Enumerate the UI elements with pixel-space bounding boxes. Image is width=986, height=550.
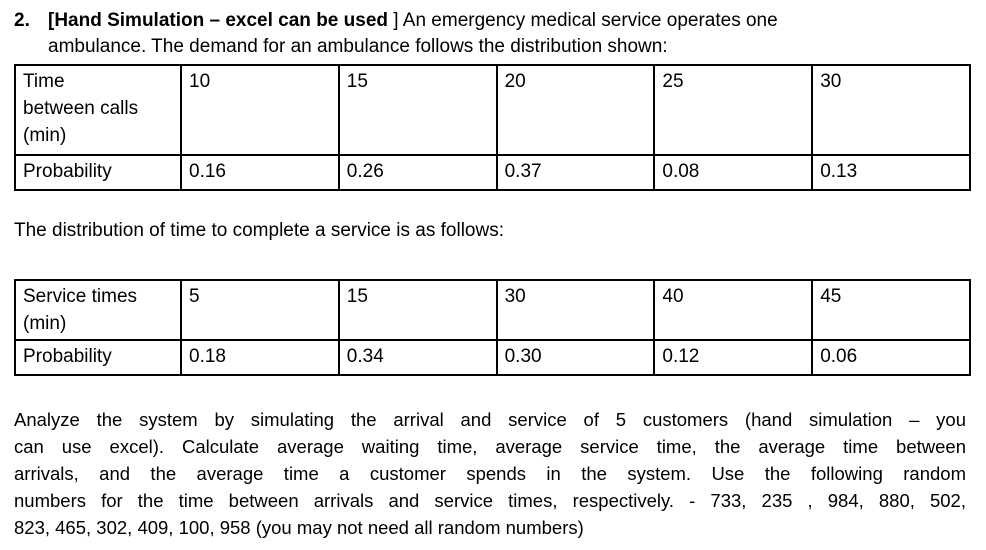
- instructions-line: can use excel). Calculate average waitin…: [14, 436, 966, 457]
- arrival-probability-header: Probability: [14, 154, 182, 191]
- instructions-line: arrivals, and the average time a custome…: [14, 463, 966, 484]
- service-probability-cell: 0.12: [653, 339, 814, 376]
- arrival-row-header: Time between calls (min): [14, 64, 182, 156]
- arrival-time-cell: 30: [811, 64, 971, 156]
- problem-statement: 2. [Hand Simulation – excel can be used …: [14, 8, 970, 60]
- arrival-distribution-table: Time between calls (min) 10 15 20 25 30 …: [14, 64, 971, 191]
- arrival-header-line: (min): [23, 125, 67, 146]
- instructions-line: Analyze the system by simulating the arr…: [14, 409, 966, 430]
- arrival-probability-cell: 0.08: [653, 154, 814, 191]
- arrival-probability-cell: 0.37: [495, 154, 656, 191]
- intro-line-1-rest: ] An emergency medical service operates …: [393, 10, 778, 31]
- arrival-probability-cell: 0.16: [180, 154, 340, 191]
- arrival-probability-cell: 0.13: [811, 154, 971, 191]
- instructions-paragraph: Analyze the system by simulating the arr…: [14, 406, 966, 541]
- problem-number: 2.: [14, 10, 30, 31]
- intro-line-2: ambulance. The demand for an ambulance f…: [48, 36, 668, 57]
- service-time-cell: 15: [337, 279, 498, 341]
- service-row-header: Service times (min): [14, 279, 182, 341]
- arrival-header-line: between calls: [23, 98, 139, 119]
- service-probability-cell: 0.18: [180, 339, 340, 376]
- arrival-time-cell: 25: [653, 64, 814, 156]
- arrival-probability-cell: 0.26: [337, 154, 498, 191]
- service-header-line: (min): [23, 313, 67, 334]
- instructions-line: 823, 465, 302, 409, 100, 958 (you may no…: [14, 517, 584, 538]
- problem-title-bold: [Hand Simulation – excel can be used: [48, 10, 394, 31]
- service-probability-cell: 0.06: [811, 339, 971, 376]
- arrival-time-cell: 10: [180, 64, 340, 156]
- service-header-line: Service times: [23, 286, 138, 307]
- table-row: Time between calls (min) 10 15 20 25 30: [14, 64, 971, 156]
- arrival-time-cell: 15: [337, 64, 498, 156]
- table-row: Probability 0.16 0.26 0.37 0.08 0.13: [14, 154, 971, 191]
- service-time-cell: 40: [653, 279, 814, 341]
- arrival-time-cell: 20: [495, 64, 656, 156]
- service-time-cell: 5: [180, 279, 340, 341]
- service-time-cell: 30: [495, 279, 656, 341]
- table-row: Service times (min) 5 15 30 40 45: [14, 279, 971, 341]
- service-probability-cell: 0.30: [495, 339, 656, 376]
- service-distribution-intro: The distribution of time to complete a s…: [14, 220, 504, 241]
- intro-line-1: [Hand Simulation – excel can be used ] A…: [48, 8, 970, 34]
- service-distribution-table: Service times (min) 5 15 30 40 45 Probab…: [14, 279, 971, 376]
- service-probability-header: Probability: [14, 339, 182, 376]
- instructions-line: numbers for the time between arrivals an…: [14, 490, 966, 511]
- service-probability-cell: 0.34: [337, 339, 498, 376]
- service-time-cell: 45: [811, 279, 971, 341]
- arrival-header-line: Time: [23, 71, 65, 92]
- table-row: Probability 0.18 0.34 0.30 0.12 0.06: [14, 339, 971, 376]
